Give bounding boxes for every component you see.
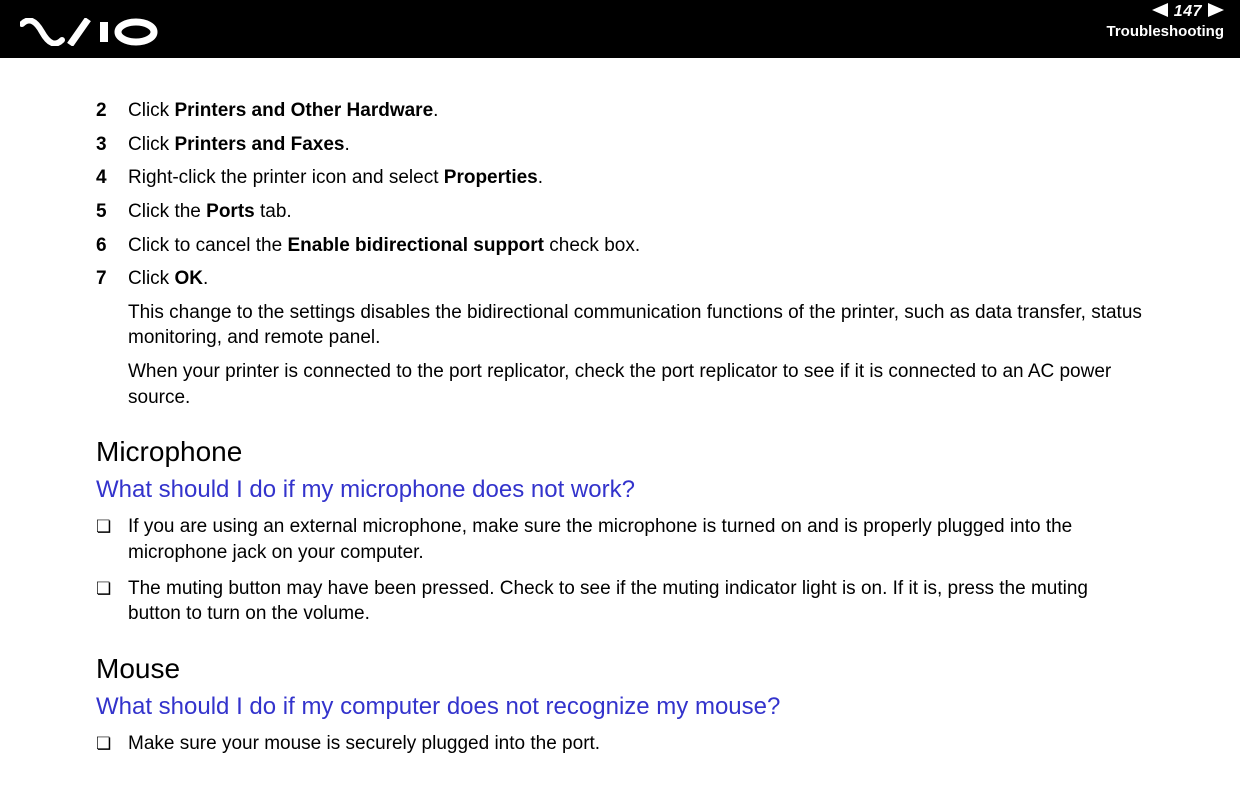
section-heading-mouse: Mouse (96, 653, 1144, 685)
step-note: When your printer is connected to the po… (128, 359, 1144, 410)
bullet-icon: ❏ (96, 576, 128, 602)
page-content: 2Click Printers and Other Hardware.3Clic… (0, 58, 1240, 787)
next-page-icon[interactable] (1208, 3, 1224, 22)
step-text: Right-click the printer icon and select … (128, 165, 1144, 191)
bullet-row: ❏Make sure your mouse is securely plugge… (96, 731, 1144, 757)
step-text-prefix: Click (128, 100, 174, 121)
prev-page-icon[interactable] (1152, 3, 1168, 22)
step-number: 3 (96, 132, 128, 158)
step-text: Click Printers and Other Hardware. (128, 98, 1144, 124)
bullet-row: ❏The muting button may have been pressed… (96, 576, 1144, 627)
step-number: 7 (96, 266, 128, 292)
step-number: 6 (96, 233, 128, 259)
step-number: 2 (96, 98, 128, 124)
step-row: 2Click Printers and Other Hardware. (96, 98, 1144, 124)
bullet-row: ❏If you are using an external microphone… (96, 514, 1144, 565)
step-text-bold: OK (174, 268, 203, 289)
step-text-suffix: . (344, 134, 349, 155)
step-text-prefix: Click (128, 268, 174, 289)
step-text-suffix: check box. (544, 235, 640, 256)
step-text-suffix: . (203, 268, 208, 289)
step-text-bold: Printers and Faxes (174, 134, 344, 155)
bullet-icon: ❏ (96, 514, 128, 540)
step-row: 4Right-click the printer icon and select… (96, 165, 1144, 191)
section-heading-microphone: Microphone (96, 436, 1144, 468)
bullet-text: If you are using an external microphone,… (128, 514, 1144, 565)
step-text-prefix: Click to cancel the (128, 235, 287, 256)
step-note: This change to the settings disables the… (128, 300, 1144, 351)
step-text-bold: Properties (444, 167, 538, 188)
step-number: 5 (96, 199, 128, 225)
header-bar: 147 Troubleshooting (0, 0, 1240, 58)
bullet-text: The muting button may have been pressed.… (128, 576, 1144, 627)
step-text-suffix: . (433, 100, 438, 121)
step-text: Click to cancel the Enable bidirectional… (128, 233, 1144, 259)
step-text-suffix: . (538, 167, 543, 188)
step-text-prefix: Click (128, 134, 174, 155)
step-text: Click the Ports tab. (128, 199, 1144, 225)
vaio-logo (20, 18, 160, 51)
header-section-title: Troubleshooting (1107, 23, 1225, 40)
step-text-suffix: tab. (255, 201, 292, 222)
step-row: 3Click Printers and Faxes. (96, 132, 1144, 158)
step-row: 6Click to cancel the Enable bidirectiona… (96, 233, 1144, 259)
step-text-prefix: Click the (128, 201, 206, 222)
step-text-bold: Enable bidirectional support (287, 235, 544, 256)
step-row: 7Click OK. (96, 266, 1144, 292)
step-text: Click Printers and Faxes. (128, 132, 1144, 158)
step-text-prefix: Right-click the printer icon and select (128, 167, 444, 188)
bullet-icon: ❏ (96, 731, 128, 757)
question-mouse: What should I do if my computer does not… (96, 693, 1144, 721)
bullet-text: Make sure your mouse is securely plugged… (128, 731, 1144, 757)
step-number: 4 (96, 165, 128, 191)
step-text-bold: Ports (206, 201, 255, 222)
page-nav: 147 Troubleshooting (1107, 2, 1225, 40)
step-row: 5Click the Ports tab. (96, 199, 1144, 225)
step-text-bold: Printers and Other Hardware (174, 100, 433, 121)
step-text: Click OK. (128, 266, 1144, 292)
question-microphone: What should I do if my microphone does n… (96, 476, 1144, 504)
page-number: 147 (1174, 3, 1202, 21)
